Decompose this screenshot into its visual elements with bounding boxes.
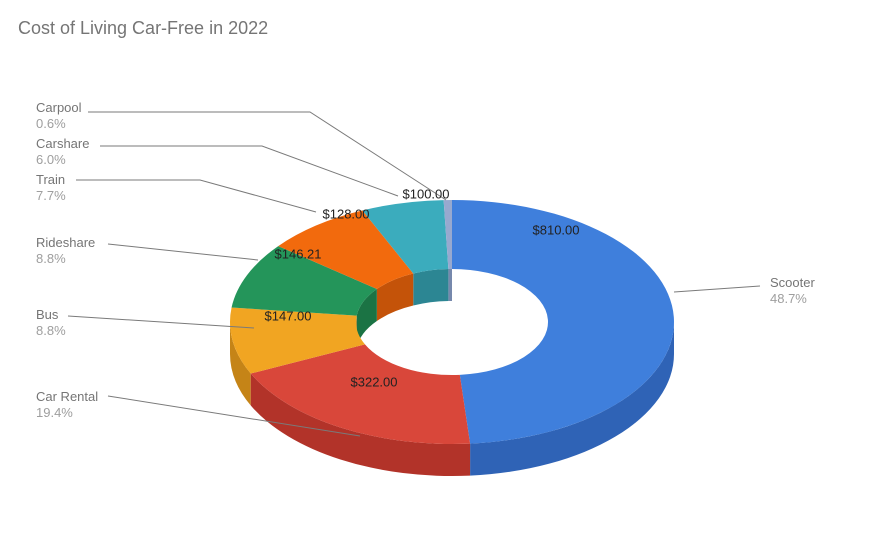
slice-pct: 19.4% xyxy=(36,405,98,421)
slice-name: Scooter xyxy=(770,275,815,290)
slice-name: Train xyxy=(36,172,65,187)
slice-label-train: Train7.7% xyxy=(36,172,66,205)
slice-value-car-rental: $322.00 xyxy=(351,375,398,390)
slice-inner-carshare xyxy=(413,269,448,305)
slice-label-bus: Bus8.8% xyxy=(36,307,66,340)
slice-pct: 8.8% xyxy=(36,323,66,339)
slice-label-car-rental: Car Rental19.4% xyxy=(36,389,98,422)
slice-pct: 48.7% xyxy=(770,291,815,307)
slice-label-scooter: Scooter48.7% xyxy=(770,275,815,308)
leader-train xyxy=(76,180,316,212)
slice-label-carshare: Carshare6.0% xyxy=(36,136,89,169)
leader-bus xyxy=(68,316,254,328)
slice-name: Carpool xyxy=(36,100,82,115)
slice-value-train: $128.00 xyxy=(323,207,370,222)
slice-value-rideshare: $146.21 xyxy=(275,247,322,262)
slice-pct: 7.7% xyxy=(36,188,66,204)
slice-label-carpool: Carpool0.6% xyxy=(36,100,82,133)
leader-rideshare xyxy=(108,244,258,260)
slice-value-carshare: $100.00 xyxy=(403,187,450,202)
slice-name: Bus xyxy=(36,307,58,322)
slice-pct: 6.0% xyxy=(36,152,89,168)
slice-name: Carshare xyxy=(36,136,89,151)
slice-value-scooter: $810.00 xyxy=(533,223,580,238)
leader-carpool xyxy=(88,112,446,200)
slice-name: Rideshare xyxy=(36,235,95,250)
leader-scooter xyxy=(674,286,760,292)
donut-chart xyxy=(0,0,894,553)
slice-value-bus: $147.00 xyxy=(265,309,312,324)
slice-pct: 0.6% xyxy=(36,116,82,132)
slice-label-rideshare: Rideshare8.8% xyxy=(36,235,95,268)
leader-carshare xyxy=(100,146,398,196)
slice-name: Car Rental xyxy=(36,389,98,404)
slice-pct: 8.8% xyxy=(36,251,95,267)
slice-inner-carpool xyxy=(448,269,452,301)
